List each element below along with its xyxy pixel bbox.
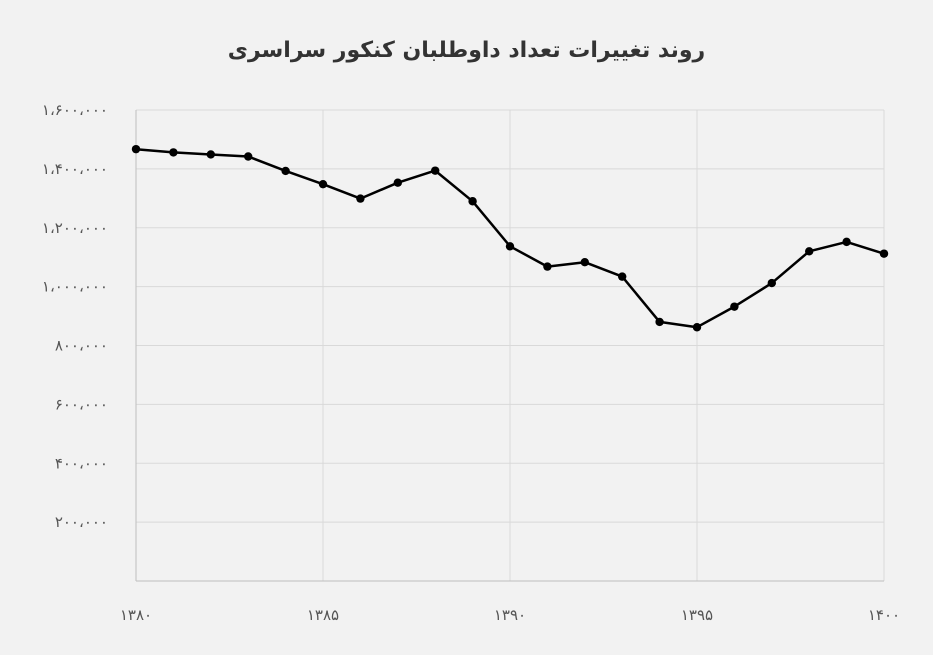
- y-tick-label: ۸۰۰،۰۰۰: [55, 337, 108, 355]
- data-point: [805, 247, 814, 256]
- data-point: [431, 166, 440, 175]
- data-point: [730, 302, 739, 311]
- axes: [135, 110, 884, 582]
- y-tick-label: ۱،۶۰۰،۰۰۰: [42, 101, 108, 119]
- data-point: [318, 179, 328, 189]
- x-tick-label: ۱۳۹۰: [494, 606, 526, 624]
- data-point: [505, 242, 515, 251]
- x-tick-label: ۱۳۹۵: [681, 606, 713, 624]
- data-point: [842, 237, 851, 247]
- data-point: [131, 144, 141, 154]
- grid-lines: [135, 109, 885, 581]
- y-tick-label: ۴۰۰،۰۰۰: [55, 454, 108, 472]
- data-point: [169, 148, 178, 157]
- data-point: [244, 152, 253, 161]
- y-tick-label: ۶۰۰،۰۰۰: [55, 395, 108, 413]
- data-point: [692, 323, 702, 332]
- data-point: [206, 150, 215, 159]
- x-tick-label: ۱۳۸۰: [120, 606, 152, 624]
- data-point: [281, 166, 290, 176]
- x-tick-label: ۱۴۰۰: [868, 606, 900, 624]
- data-point: [356, 194, 365, 203]
- data-point: [767, 278, 776, 288]
- data-point: [393, 178, 402, 187]
- data-point: [543, 262, 552, 271]
- x-tick-labels: ۱۳۸۰ ۱۳۸۵ ۱۳۹۰ ۱۳۹۵ ۱۴۰۰: [120, 606, 900, 624]
- y-tick-label: ۲۰۰،۰۰۰: [55, 513, 108, 531]
- data-point: [879, 249, 889, 258]
- y-tick-labels: ۲۰۰،۰۰۰ ۴۰۰،۰۰۰ ۶۰۰،۰۰۰ ۸۰۰،۰۰۰ ۱،۰۰۰،۰۰۰ ۱،۲…: [42, 101, 108, 531]
- y-tick-label: ۱،۰۰۰،۰۰۰: [42, 278, 108, 296]
- data-point: [655, 317, 664, 327]
- data-point: [468, 197, 477, 206]
- y-tick-label: ۱،۲۰۰،۰۰۰: [42, 219, 108, 237]
- data-point: [618, 272, 627, 281]
- data-point: [580, 257, 589, 267]
- x-tick-label: ۱۳۸۵: [307, 606, 339, 624]
- chart-title: روند تغییرات تعداد داوطلبان کنکور سراسری: [227, 38, 706, 63]
- y-tick-label: ۱،۴۰۰،۰۰۰: [42, 160, 108, 178]
- series-group: [131, 144, 889, 332]
